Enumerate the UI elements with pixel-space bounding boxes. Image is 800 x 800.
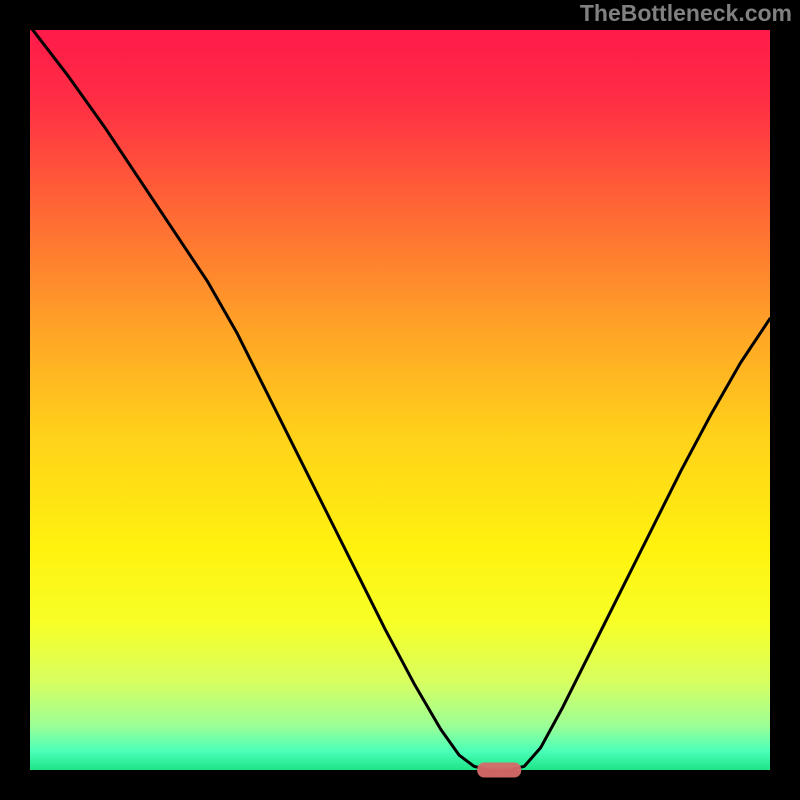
watermark-text: TheBottleneck.com [580,0,792,27]
optimal-marker [477,763,521,778]
bottleneck-chart [0,0,800,800]
chart-container: TheBottleneck.com [0,0,800,800]
